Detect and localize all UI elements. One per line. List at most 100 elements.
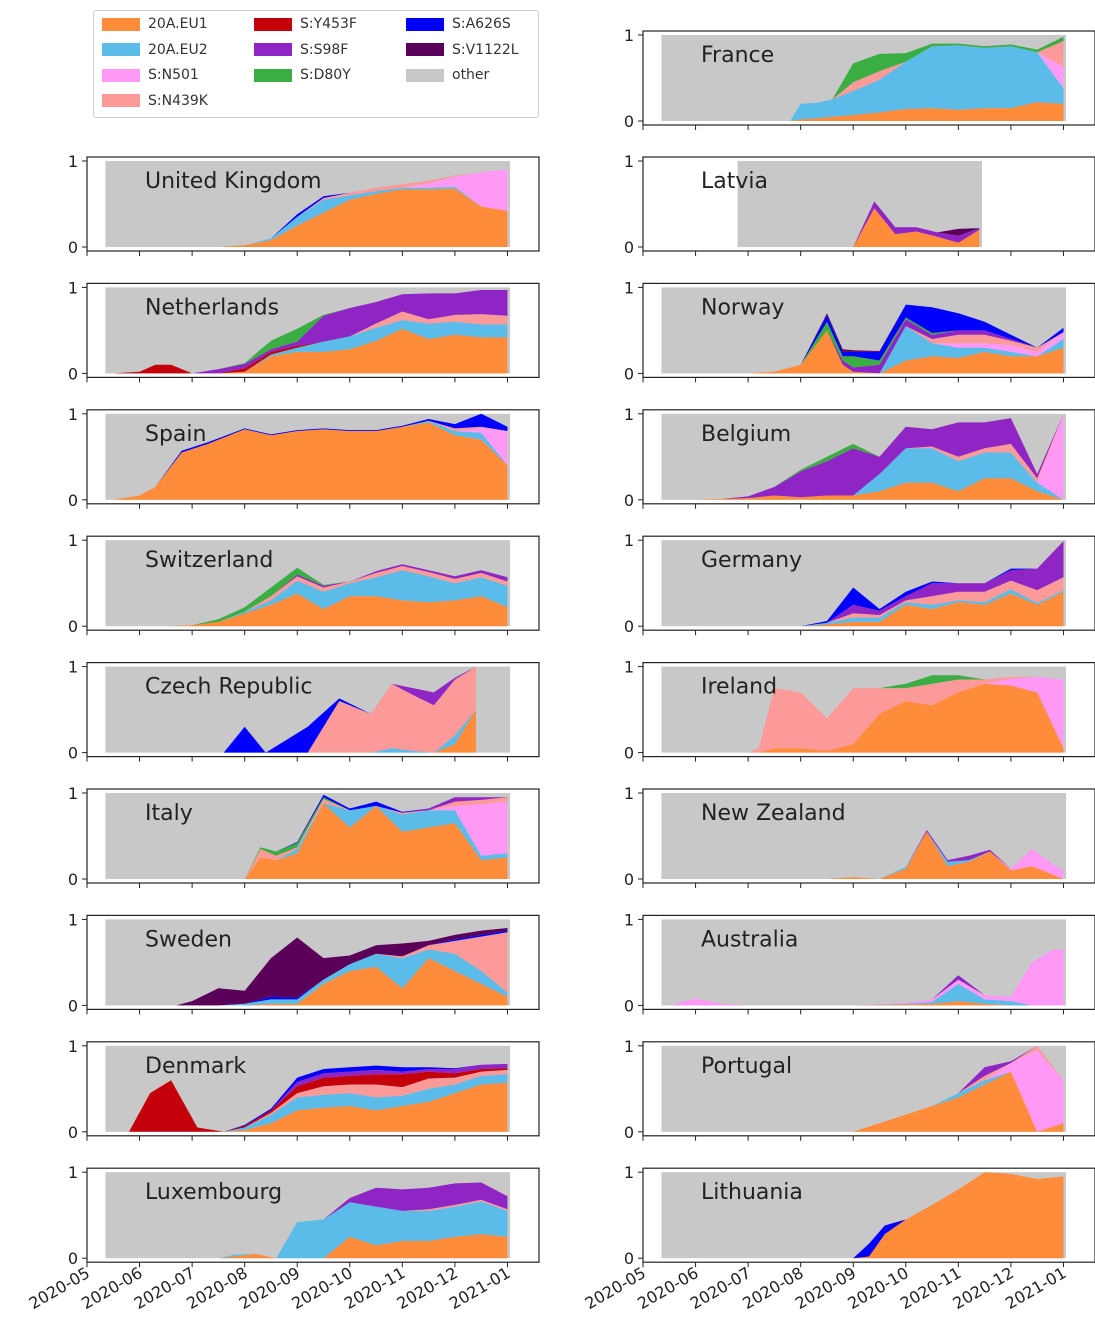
y-tick-label: 1 [68, 784, 78, 803]
legend-label: 20A.EU2 [148, 41, 208, 58]
panel-title: Germany [701, 548, 802, 573]
area-s-n439k [129, 1069, 508, 1132]
legend-item: S:D80Y [254, 67, 351, 83]
panel-title: United Kingdom [145, 169, 322, 194]
area-20a-eu1 [192, 188, 508, 247]
area-20a-eu1 [129, 1082, 508, 1132]
panel-italy: 0 1 Italy [68, 784, 540, 889]
panel-title: Lithuania [701, 1180, 803, 1205]
y-tick-label: 0 [68, 1249, 78, 1268]
legend-label: S:Y453F [300, 16, 357, 32]
panel-title: France [701, 43, 774, 68]
legend-item: S:S98F [254, 42, 348, 58]
panel-sweden: 0 1 Sweden [68, 910, 540, 1015]
area-20a-eu1 [748, 683, 1064, 753]
axes-frame [642, 914, 1095, 1011]
y-tick-label: 0 [624, 996, 634, 1015]
panel-norway: 0 1 Norway [624, 278, 1095, 383]
axes-frame [642, 535, 1095, 631]
axes-frame [642, 30, 1095, 126]
legend-label: other [452, 67, 490, 83]
area-s-n501 [192, 169, 508, 247]
area-20a-eu2 [113, 320, 508, 374]
panel-spain: 0 1 Spain [68, 405, 540, 510]
area-s-d80y [790, 36, 1064, 122]
y-tick-label: 0 [68, 1123, 78, 1142]
area-20a-eu1 [827, 831, 1064, 879]
area-s-d80y [695, 317, 1064, 374]
area-s-s98f [113, 290, 508, 374]
area-s-n439k [176, 932, 508, 1006]
area-s-n439k [113, 311, 508, 374]
area-s-n439k [853, 1045, 1064, 1132]
y-tick-label: 1 [624, 531, 634, 550]
legend-swatch [254, 68, 292, 82]
y-tick-label: 0 [68, 617, 78, 636]
y-tick-label: 0 [68, 996, 78, 1015]
axes-frame [642, 788, 1095, 884]
x-tick-label: 2021-01 [1002, 1263, 1069, 1313]
legend-swatch [102, 17, 140, 31]
y-tick-label: 1 [624, 26, 634, 45]
panel-denmark: 0 1 Denmark [68, 1037, 540, 1142]
y-tick-label: 0 [68, 238, 78, 257]
y-tick-label: 1 [624, 658, 634, 677]
panel-new-zealand: 0 1 New Zealand [624, 784, 1095, 889]
area-s-n501 [244, 801, 508, 879]
y-tick-label: 1 [624, 152, 634, 171]
axes-frame [86, 409, 540, 505]
axes-frame [86, 282, 540, 378]
y-tick-label: 1 [624, 1163, 634, 1182]
panel-portugal: 0 1 Portugal [624, 1037, 1095, 1142]
panel-title: Italy [145, 801, 193, 826]
panel-title: Norway [701, 295, 784, 320]
panel-united-kingdom: 0 1 United Kingdom [68, 152, 540, 257]
legend-label: S:A626S [452, 16, 511, 32]
area-20a-eu2 [165, 570, 508, 627]
y-tick-label: 1 [624, 784, 634, 803]
panel-title: Sweden [145, 927, 232, 952]
legend-label: S:V1122L [452, 41, 519, 58]
area-20a-eu1 [669, 1001, 1064, 1006]
y-tick-label: 1 [68, 152, 78, 171]
area-s-s98f [223, 666, 476, 753]
legend-swatch [406, 43, 444, 56]
panel-title: Switzerland [145, 548, 273, 573]
panel-title: Luxembourg [145, 1180, 282, 1205]
axes-frame [86, 914, 540, 1011]
panel-title: Netherlands [145, 295, 279, 320]
panel-title: Latvia [701, 169, 768, 194]
area-20a-eu1 [244, 803, 508, 879]
legend-label: S:N501 [148, 67, 199, 83]
panel-title: Belgium [701, 422, 791, 447]
legend-item: 20A.EU1 [102, 16, 208, 32]
axes-frame [642, 661, 1095, 758]
area-s-v1122l [176, 928, 508, 1006]
area-20a-eu1 [853, 208, 980, 247]
y-tick-label: 1 [68, 405, 78, 424]
area-20a-eu1 [218, 1234, 508, 1259]
area-s-a626s [113, 413, 508, 500]
panel-germany: 0 1 Germany [624, 531, 1095, 636]
axes-frame [642, 409, 1095, 505]
area-s-n501 [853, 1050, 1064, 1132]
legend-item: S:N439K [102, 93, 208, 109]
area-20a-eu2 [129, 1074, 508, 1132]
area-20a-eu2 [695, 326, 1064, 374]
y-tick-label: 0 [68, 870, 78, 889]
axes-frame [86, 156, 540, 252]
y-tick-label: 0 [624, 364, 634, 383]
area-s-a626s [695, 304, 1064, 374]
axes-frame [642, 156, 1095, 252]
area-s-s98f [695, 413, 1064, 500]
legend-label: S:N439K [148, 92, 208, 109]
legend-swatch [102, 68, 140, 82]
legend-label: S:S98F [300, 41, 349, 58]
area-20a-eu2 [192, 186, 508, 247]
area-s-s98f [218, 1182, 508, 1259]
panel-france: 0 1 France [624, 26, 1095, 131]
y-tick-label: 0 [624, 112, 634, 131]
panel-ireland: 0 1 Ireland [624, 658, 1095, 763]
